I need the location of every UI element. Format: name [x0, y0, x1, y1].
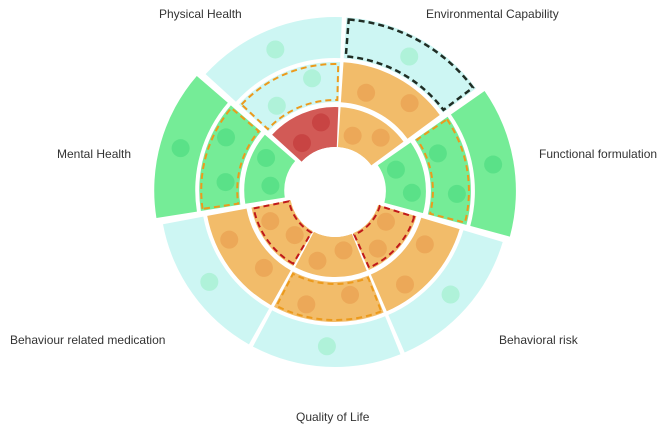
segment-functional-formulation-inner: [352, 204, 417, 270]
segment-dot-behavioral-risk-inner: [308, 251, 327, 270]
dashed-outline-behavioral-risk-middle: [275, 272, 383, 321]
segment-environmental-capability-outer: [450, 91, 516, 237]
segment-dot-environmental-capability-middle: [428, 144, 447, 163]
segment-dot-quality-of-life-middle: [220, 230, 239, 249]
segment-dot-behavioral-risk-outer: [317, 337, 336, 356]
segment-dot-physical-health-outer: [400, 47, 419, 66]
segment-dot-mental-health-outer: [266, 40, 285, 59]
segment-dot-mental-health-middle: [267, 96, 286, 115]
segment-dot-quality-of-life-inner: [261, 212, 280, 231]
segment-behaviour-related-medication-inner: [244, 134, 296, 204]
segment-dot-environmental-capability-middle: [447, 184, 466, 203]
segment-dot-functional-formulation-inner: [376, 212, 395, 231]
segment-dot-physical-health-inner: [371, 128, 390, 147]
segment-dot-behaviour-related-medication-middle: [217, 128, 236, 147]
segment-dot-behaviour-related-medication-inner: [257, 148, 276, 167]
label-behaviour-related-medication: Behaviour related medication: [10, 333, 166, 347]
segment-dot-quality-of-life-middle: [254, 258, 273, 277]
segment-physical-health-inner: [337, 107, 404, 166]
dashed-outline-environmental-capability-middle: [415, 117, 470, 224]
segment-functional-formulation-middle: [370, 217, 460, 312]
segment-dot-quality-of-life-outer: [200, 272, 219, 291]
segment-dot-environmental-capability-inner: [402, 183, 421, 202]
segment-dot-functional-formulation-outer: [441, 285, 460, 304]
segment-physical-health-middle: [340, 62, 440, 139]
label-mental-health: Mental Health: [57, 147, 132, 161]
segment-dot-mental-health-inner: [292, 134, 311, 153]
segment-behaviour-related-medication-outer: [154, 75, 228, 219]
dashed-outline-layer: [200, 18, 475, 321]
segment-dot-functional-formulation-middle: [415, 235, 434, 254]
label-physical-health: Physical Health: [159, 7, 242, 21]
segment-dot-behaviour-related-medication-inner: [261, 176, 280, 195]
segment-dot-behavioral-risk-middle: [341, 285, 360, 304]
center-hole: [290, 147, 380, 237]
segment-dot-physical-health-inner: [343, 126, 362, 145]
segment-behavioral-risk-middle: [274, 271, 384, 322]
segment-dot-functional-formulation-middle: [396, 275, 414, 294]
segment-dot-physical-health-middle: [400, 94, 419, 113]
segment-dot-quality-of-life-inner: [285, 226, 304, 245]
label-quality-of-life: Quality of Life: [296, 410, 370, 424]
dashed-outline-quality-of-life-inner: [252, 200, 313, 266]
dashed-outline-mental-health-middle: [240, 63, 340, 131]
segment-behaviour-related-medication-middle: [199, 105, 262, 211]
segment-dot-environmental-capability-inner: [386, 160, 405, 179]
segment-dot-behaviour-related-medication-outer: [171, 139, 190, 158]
segment-dot-mental-health-middle: [303, 69, 322, 88]
label-behavioral-risk: Behavioral risk: [499, 333, 578, 347]
segment-dot-behavioral-risk-middle: [297, 295, 316, 314]
segments-layer: [154, 16, 516, 368]
dashed-outline-behaviour-related-medication-middle: [200, 106, 261, 210]
segment-dot-behavioral-risk-inner: [334, 241, 353, 260]
label-environmental-capability: Environmental Capability: [426, 7, 559, 21]
dashed-outline-functional-formulation-inner: [352, 204, 416, 269]
segment-dot-environmental-capability-outer: [484, 155, 503, 174]
segment-dot-physical-health-middle: [357, 83, 376, 102]
segment-dot-functional-formulation-inner: [368, 239, 387, 258]
segment-dot-mental-health-inner: [311, 113, 330, 132]
segment-dot-behaviour-related-medication-middle: [216, 173, 235, 192]
dashed-outline-physical-health-outer: [344, 18, 475, 112]
segment-mental-health-outer: [205, 16, 342, 102]
label-functional-formulation: Functional formulation: [539, 147, 658, 161]
